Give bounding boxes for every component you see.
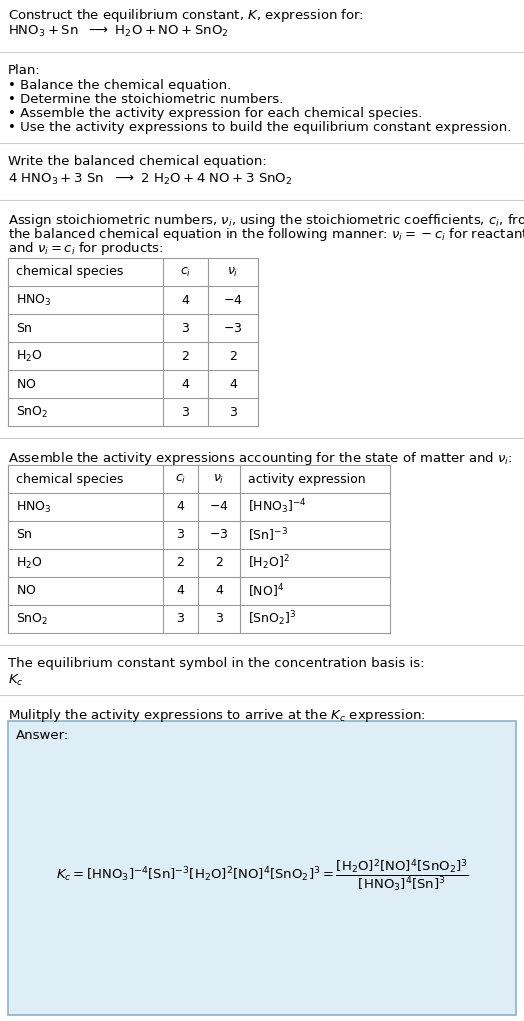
Text: activity expression: activity expression	[248, 473, 366, 486]
Text: 3: 3	[177, 613, 184, 626]
Text: $4\ \mathrm{HNO_3 + 3\ Sn\ \ \longrightarrow\ 2\ H_2O + 4\ NO + 3\ SnO_2}$: $4\ \mathrm{HNO_3 + 3\ Sn\ \ \longrighta…	[8, 172, 292, 187]
Text: $\mathrm{SnO_2}$: $\mathrm{SnO_2}$	[16, 404, 48, 420]
Text: 3: 3	[181, 322, 190, 335]
Text: Assemble the activity expressions accounting for the state of matter and $\nu_i$: Assemble the activity expressions accoun…	[8, 450, 512, 467]
Text: $c_i$: $c_i$	[180, 265, 191, 279]
Text: 3: 3	[181, 405, 190, 419]
Text: $\mathrm{NO}$: $\mathrm{NO}$	[16, 378, 37, 390]
Text: $\mathrm{Sn}$: $\mathrm{Sn}$	[16, 529, 33, 541]
Text: 4: 4	[177, 584, 184, 597]
Text: 2: 2	[215, 556, 223, 570]
Text: • Balance the chemical equation.: • Balance the chemical equation.	[8, 79, 231, 92]
Text: $\mathrm{HNO_3}$: $\mathrm{HNO_3}$	[16, 292, 51, 307]
Text: • Determine the stoichiometric numbers.: • Determine the stoichiometric numbers.	[8, 93, 283, 106]
Text: Construct the equilibrium constant, $K$, expression for:: Construct the equilibrium constant, $K$,…	[8, 7, 364, 25]
Text: 4: 4	[181, 293, 190, 306]
Text: $[\mathrm{Sn}]^{-3}$: $[\mathrm{Sn}]^{-3}$	[248, 526, 288, 544]
Text: $-3$: $-3$	[223, 322, 243, 335]
Text: $[\mathrm{HNO_3}]^{-4}$: $[\mathrm{HNO_3}]^{-4}$	[248, 497, 307, 517]
Text: $\nu_i$: $\nu_i$	[227, 265, 239, 279]
Text: the balanced chemical equation in the following manner: $\nu_i = -c_i$ for react: the balanced chemical equation in the fo…	[8, 226, 524, 243]
Text: $[\mathrm{SnO_2}]^{3}$: $[\mathrm{SnO_2}]^{3}$	[248, 610, 297, 628]
Text: $[\mathrm{H_2O}]^{2}$: $[\mathrm{H_2O}]^{2}$	[248, 553, 290, 573]
Text: $\mathrm{H_2O}$: $\mathrm{H_2O}$	[16, 555, 42, 571]
Text: $\mathrm{NO}$: $\mathrm{NO}$	[16, 584, 37, 597]
Text: $-4$: $-4$	[223, 293, 243, 306]
Text: Plan:: Plan:	[8, 64, 41, 77]
Text: 4: 4	[177, 500, 184, 514]
Text: 4: 4	[215, 584, 223, 597]
FancyBboxPatch shape	[8, 721, 516, 1015]
Text: chemical species: chemical species	[16, 473, 123, 486]
Text: $K_c$: $K_c$	[8, 673, 24, 688]
Text: and $\nu_i = c_i$ for products:: and $\nu_i = c_i$ for products:	[8, 240, 163, 257]
Text: 2: 2	[181, 349, 190, 362]
Text: $\mathrm{SnO_2}$: $\mathrm{SnO_2}$	[16, 612, 48, 627]
Bar	[8, 465, 390, 633]
Text: $\mathrm{HNO_3 + Sn\ \ \longrightarrow\ H_2O + NO + SnO_2}$: $\mathrm{HNO_3 + Sn\ \ \longrightarrow\ …	[8, 25, 228, 39]
Text: chemical species: chemical species	[16, 265, 123, 279]
Text: 2: 2	[229, 349, 237, 362]
Text: 3: 3	[215, 613, 223, 626]
Text: The equilibrium constant symbol in the concentration basis is:: The equilibrium constant symbol in the c…	[8, 657, 424, 670]
Text: $K_c = [\mathrm{HNO_3}]^{-4} [\mathrm{Sn}]^{-3} [\mathrm{H_2O}]^{2} [\mathrm{NO}: $K_c = [\mathrm{HNO_3}]^{-4} [\mathrm{Sn…	[56, 858, 468, 894]
Text: $\mathrm{HNO_3}$: $\mathrm{HNO_3}$	[16, 499, 51, 515]
Text: $-3$: $-3$	[209, 529, 228, 541]
Text: Assign stoichiometric numbers, $\nu_i$, using the stoichiometric coefficients, $: Assign stoichiometric numbers, $\nu_i$, …	[8, 212, 524, 229]
Text: $c_i$: $c_i$	[175, 473, 186, 486]
Text: Answer:: Answer:	[16, 729, 69, 742]
Text: 3: 3	[177, 529, 184, 541]
Text: 3: 3	[229, 405, 237, 419]
Text: $-4$: $-4$	[209, 500, 229, 514]
Bar	[8, 258, 258, 426]
Text: 4: 4	[229, 378, 237, 390]
Text: • Use the activity expressions to build the equilibrium constant expression.: • Use the activity expressions to build …	[8, 121, 511, 134]
Text: Write the balanced chemical equation:: Write the balanced chemical equation:	[8, 155, 267, 168]
Text: 2: 2	[177, 556, 184, 570]
Text: $\nu_i$: $\nu_i$	[213, 473, 225, 486]
Text: Mulitply the activity expressions to arrive at the $K_c$ expression:: Mulitply the activity expressions to arr…	[8, 707, 426, 724]
Text: 4: 4	[181, 378, 190, 390]
Text: $[\mathrm{NO}]^{4}$: $[\mathrm{NO}]^{4}$	[248, 582, 284, 599]
Text: • Assemble the activity expression for each chemical species.: • Assemble the activity expression for e…	[8, 107, 422, 120]
Text: $\mathrm{H_2O}$: $\mathrm{H_2O}$	[16, 348, 42, 363]
Text: $\mathrm{Sn}$: $\mathrm{Sn}$	[16, 322, 33, 335]
